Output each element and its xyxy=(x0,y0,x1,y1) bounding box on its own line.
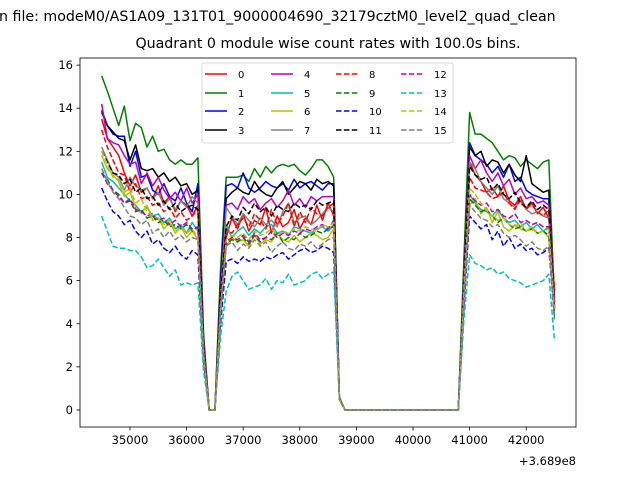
legend-label: 15 xyxy=(434,126,447,137)
x-tick-label: 37000 xyxy=(225,433,262,447)
series-line-12 xyxy=(101,172,556,411)
legend-item-6: 6 xyxy=(271,107,310,118)
legend-label: 12 xyxy=(434,70,447,81)
series-group xyxy=(100,75,556,411)
y-tick-label: 10 xyxy=(58,187,73,201)
y-tick-label: 12 xyxy=(58,144,73,158)
legend-label: 0 xyxy=(238,70,244,81)
legend-label: 14 xyxy=(434,107,447,118)
legend-item-15: 15 xyxy=(401,126,447,137)
x-tick-label: 39000 xyxy=(338,433,375,447)
y-tick-label: 14 xyxy=(58,101,73,115)
x-offset-label: +3.689e8 xyxy=(519,454,576,468)
legend-item-13: 13 xyxy=(401,89,447,100)
x-tick-label: 36000 xyxy=(168,433,205,447)
legend-label: 9 xyxy=(369,89,375,100)
y-tick-label: 2 xyxy=(66,360,73,374)
legend-label: 2 xyxy=(238,107,244,118)
series-line-6 xyxy=(101,155,556,411)
legend-label: 6 xyxy=(304,107,310,118)
series-line-11 xyxy=(101,150,556,411)
legend-item-7: 7 xyxy=(271,126,310,137)
series-line-1 xyxy=(100,75,556,411)
x-tick-label: 38000 xyxy=(281,433,318,447)
legend-item-10: 10 xyxy=(336,107,382,118)
y-tick-label: 6 xyxy=(66,274,73,288)
x-tick-label: 40000 xyxy=(395,433,432,447)
legend-item-3: 3 xyxy=(205,126,244,137)
series-line-3 xyxy=(100,110,556,411)
legend-label: 13 xyxy=(434,89,447,100)
series-line-4 xyxy=(100,103,556,411)
legend-item-11: 11 xyxy=(336,126,382,137)
legend-label: 5 xyxy=(304,89,310,100)
legend-item-12: 12 xyxy=(401,70,447,81)
legend-label: 3 xyxy=(238,126,244,137)
legend-item-4: 4 xyxy=(271,70,310,81)
figure-suptitle: n file: modeM0/AS1A09_131T01_9000004690_… xyxy=(0,9,556,25)
series-line-15 xyxy=(101,168,556,411)
x-tick-label: 42000 xyxy=(508,433,545,447)
legend-label: 8 xyxy=(369,70,375,81)
legend-label: 4 xyxy=(304,70,310,81)
series-line-13 xyxy=(100,215,556,411)
x-tick-label: 41000 xyxy=(451,433,488,447)
y-tick-label: 8 xyxy=(66,231,73,245)
legend-label: 7 xyxy=(304,126,310,137)
series-line-8 xyxy=(100,129,556,411)
legend-item-9: 9 xyxy=(336,89,375,100)
y-tick-label: 0 xyxy=(66,403,73,417)
legend-label: 10 xyxy=(369,107,382,118)
legend-label: 11 xyxy=(369,126,382,137)
legend-frame xyxy=(201,62,454,144)
series-line-14 xyxy=(101,151,556,411)
series-line-0 xyxy=(100,118,556,411)
y-tick-label: 16 xyxy=(58,58,73,72)
series-line-10 xyxy=(101,187,556,411)
legend-item-2: 2 xyxy=(205,107,244,118)
x-tick-label: 35000 xyxy=(112,433,149,447)
legend-item-14: 14 xyxy=(401,107,447,118)
legend-item-5: 5 xyxy=(271,89,310,100)
series-line-7 xyxy=(101,146,556,411)
y-tick-label: 4 xyxy=(66,317,73,331)
series-line-2 xyxy=(101,112,556,411)
axes-frame xyxy=(79,57,577,428)
legend-item-8: 8 xyxy=(336,70,375,81)
chart-title: Quadrant 0 module wise count rates with … xyxy=(135,36,521,52)
legend-label: 1 xyxy=(238,89,244,100)
legend-item-1: 1 xyxy=(205,89,244,100)
legend-item-0: 0 xyxy=(205,70,244,81)
